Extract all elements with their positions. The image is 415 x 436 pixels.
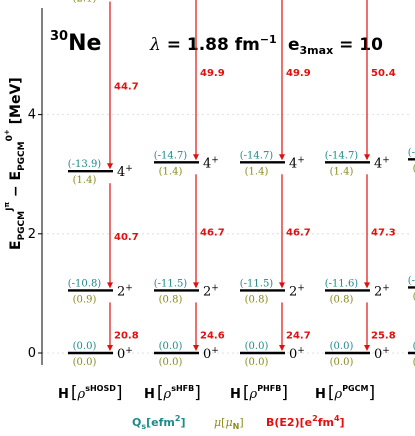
level-q-value: (-11.5) [154, 278, 188, 289]
level-q-value: (0.0) [73, 341, 97, 352]
transition-arrowhead [279, 282, 285, 289]
level-spin: 4+ [203, 155, 219, 171]
transition-arrowhead [193, 282, 199, 289]
level-mu-value: (0.8) [159, 294, 183, 305]
transition-be2-value: 49.9 [200, 68, 225, 79]
transition-arrowhead [364, 282, 370, 289]
level-spin: 0+ [117, 346, 133, 362]
transition-arrowhead [193, 154, 199, 161]
transition-arrowhead [279, 154, 285, 161]
level-spin: 0+ [374, 346, 390, 362]
level-mu-value: (0.0) [330, 357, 354, 368]
transition-be2-value: 24.7 [286, 331, 311, 342]
level-mu-value: (1.4) [413, 163, 415, 174]
transition-arrowhead [279, 345, 285, 351]
level-q-value: (0.0) [159, 341, 183, 352]
transition-be2-value: 46.7 [200, 227, 225, 238]
transition-arrowhead [107, 345, 113, 351]
level-spin: 0+ [203, 346, 219, 362]
level-spin: 2+ [117, 283, 133, 299]
level-mu-value: (1.4) [159, 166, 183, 177]
transition-arrowhead [364, 345, 370, 351]
transition-be2-value: 44.7 [114, 81, 139, 92]
level-q-value: (0.0) [330, 341, 354, 352]
level-q-value: (-14.6) [408, 147, 415, 158]
level-q-value: (-14.7) [240, 150, 274, 161]
legend-be2: B(E2)[e2fm4] [266, 414, 345, 429]
level-mu-value: (0.0) [413, 357, 415, 368]
method-label: H [ρsHOSD] [58, 383, 123, 403]
level-q-value: (-11.6) [325, 278, 359, 289]
method-labels: H[ρsHOSD]H[ρsHFB]H[ρPHFB]H[ρPGCM]H [58, 383, 375, 403]
level-q-value: (-13.9) [68, 159, 102, 170]
level-mu-value: (0.8) [245, 294, 269, 305]
level-q-value: (-14.7) [154, 150, 188, 161]
level-mu-value: (0.9) [413, 291, 415, 302]
level-mu-value: (0.0) [245, 357, 269, 368]
y-tick-label: 2 [28, 227, 36, 242]
e3max-label: e3max = 10 [288, 35, 383, 57]
method-label: H [ρPHFB] [230, 383, 288, 403]
transition-be2-value: 20.8 [114, 331, 139, 342]
level-q-value: (-14.7) [325, 150, 359, 161]
nucleus-title: 30Ne [50, 29, 101, 56]
level-mu-value: (0.0) [159, 357, 183, 368]
level-q-value: (0.0) [245, 341, 269, 352]
transition-be2-value: 40.7 [114, 232, 139, 243]
levels-layer [68, 158, 415, 355]
level-spin: 2+ [289, 283, 305, 299]
legend-mu: μ[μN] [214, 416, 244, 431]
level-q-value: (-10.9) [408, 275, 415, 286]
y-tick-label: 6 [28, 0, 36, 3]
level-mu-value: (0.8) [330, 294, 354, 305]
y-ticks: 02468 [28, 0, 42, 361]
level-spin: 4+ [289, 155, 305, 171]
method-label: H [ρPGCM] [315, 383, 375, 403]
level-mu-value: (2.1) [73, 0, 97, 4]
level-mu-value: (1.4) [245, 166, 269, 177]
level-mu-value: (0.0) [73, 357, 97, 368]
transition-arrowhead [364, 154, 370, 161]
transition-be2-value: 49.9 [286, 68, 311, 79]
level-spin: 0+ [289, 346, 305, 362]
level-q-value: (0.0) [413, 341, 415, 352]
level-mu-value: (0.9) [73, 294, 97, 305]
y-tick-label: 4 [28, 108, 36, 123]
y-axis-label: EPGCMJπ − EPGCM0+ [MeV] [3, 77, 27, 250]
transition-arrowhead [107, 282, 113, 289]
nucleus-mass: 30 [50, 29, 68, 44]
transition-be2-value: 25.8 [371, 331, 396, 342]
level-spin: 4+ [374, 155, 390, 171]
legend: Qs[efm2] μ[μN] B(E2)[e2fm4] [132, 414, 345, 431]
transition-be2-value: 47.3 [371, 227, 396, 238]
transition-be2-value: 50.4 [371, 68, 396, 79]
transitions-layer [107, 0, 370, 351]
labels-layer: 0+ (0.0) (0.0) 2+ (-10.8) (0.9) 4+ (-13.9) (1.4)… [68, 0, 415, 368]
level-spin: 2+ [374, 283, 390, 299]
level-mu-value: (1.4) [330, 166, 354, 177]
transition-be2-value: 46.7 [286, 227, 311, 238]
nucleus-symbol: Ne [68, 31, 101, 56]
legend-q: Qs[efm2] [132, 414, 185, 431]
level-q-value: (-10.8) [68, 278, 102, 289]
level-spin: 4+ [117, 164, 133, 180]
transition-arrowhead [107, 163, 113, 170]
y-tick-label: 0 [28, 346, 36, 361]
transition-be2-value: 24.6 [200, 331, 225, 342]
level-q-value: (-11.5) [240, 278, 274, 289]
lambda-label: λ = 1.88 fm−1 [149, 33, 277, 55]
transition-arrowhead [193, 345, 199, 351]
method-label: H [ρsHFB] [144, 383, 201, 403]
level-mu-value: (1.4) [73, 175, 97, 186]
level-spin: 2+ [203, 283, 219, 299]
